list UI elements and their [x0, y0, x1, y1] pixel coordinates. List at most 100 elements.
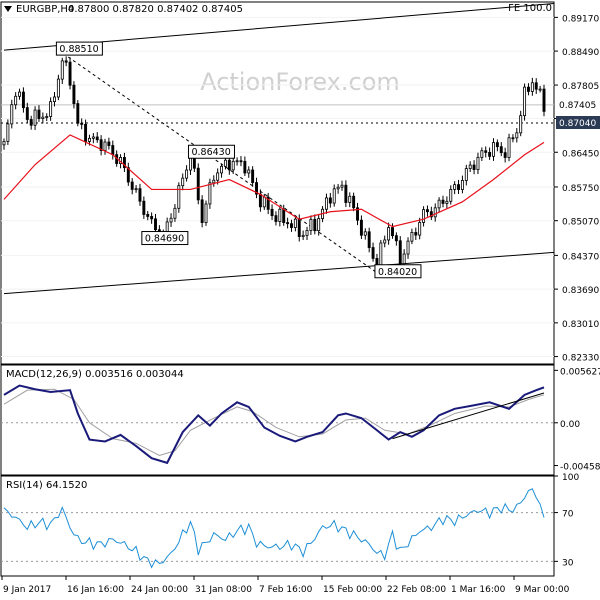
- candle-body: [367, 231, 371, 248]
- candle-body: [464, 168, 468, 181]
- candle-body: [80, 122, 84, 125]
- price-annotation: 0.84690: [141, 231, 189, 246]
- rsi-line: [3, 488, 545, 569]
- candle-body: [177, 185, 181, 209]
- price-tick-label: 0.87805: [562, 82, 599, 92]
- price-annotations: 0.88510 0.86430 0.84690 0.84020: [55, 41, 422, 279]
- candle-body: [239, 160, 243, 163]
- candle-body: [406, 240, 410, 255]
- candle-body: [49, 101, 53, 117]
- candle-body: [142, 200, 146, 215]
- rsi-panel: RSI(14) 64.1520 100 70 30: [0, 473, 579, 577]
- candle-body: [488, 152, 492, 157]
- candle-body: [220, 165, 224, 174]
- candle-body: [526, 86, 530, 92]
- candle-body: [154, 218, 157, 231]
- candle-body: [468, 164, 472, 169]
- macd-panel-frame: [0, 364, 555, 476]
- candle-body: [196, 167, 200, 201]
- candle-body: [266, 196, 270, 210]
- candle-body: [460, 180, 464, 190]
- level-tag-box: [556, 115, 600, 129]
- candle-body: [530, 82, 534, 92]
- candle-body: [445, 200, 449, 204]
- candle-body: [499, 146, 503, 154]
- candle-body: [328, 197, 332, 204]
- candle-body: [216, 172, 220, 181]
- symbol-label: EURGBP,H4: [16, 4, 74, 15]
- fe-label: FE 100.0: [508, 3, 552, 14]
- candle-body: [10, 104, 14, 125]
- price-panel: ActionForex.com EURGBP,H4 0.87800 0.8782…: [0, 1, 600, 365]
- candle-body: [441, 199, 445, 204]
- candle-body: [313, 218, 317, 232]
- candle-body: [402, 253, 406, 264]
- candle-body: [68, 61, 72, 86]
- price-panel-frame: [0, 1, 555, 365]
- candle-body: [359, 219, 363, 236]
- rsi-title: RSI(14) 64.1520: [6, 480, 87, 491]
- retracement-dashed-line: [58, 49, 378, 274]
- macd-axis: 0.005627 0.00 -0.004586: [554, 367, 600, 473]
- candle-body: [169, 217, 173, 223]
- candle-body: [173, 207, 177, 219]
- time-tick-label: 31 Jan 08:00: [195, 585, 252, 595]
- candle-body: [150, 216, 154, 220]
- candle-body: [297, 218, 301, 237]
- candle-body: [37, 109, 41, 120]
- candle-body: [453, 184, 457, 190]
- price-annotation-box: [55, 41, 103, 56]
- rsi-series: [1, 488, 554, 569]
- candle-body: [251, 169, 255, 183]
- candle-body: [60, 60, 64, 80]
- macd-tick-label: -0.004586: [560, 463, 600, 473]
- candle-body: [309, 218, 313, 231]
- candle-body: [134, 188, 138, 191]
- candle-body: [422, 209, 426, 223]
- candle-body: [437, 199, 441, 209]
- candle-body: [449, 188, 453, 202]
- time-tick-label: 9 Jan 2017: [3, 585, 51, 595]
- candle-body: [258, 193, 262, 208]
- candle-body: [495, 142, 499, 148]
- candle-body: [317, 218, 321, 232]
- candle-body: [387, 227, 391, 241]
- candle-body: [340, 184, 344, 188]
- candle-body: [122, 157, 126, 169]
- time-tick-label: 1 Mar 16:00: [451, 585, 506, 595]
- candle-body: [293, 218, 297, 228]
- candle-body: [332, 188, 336, 204]
- rsi-tick-label: 70: [562, 510, 574, 520]
- candle-body: [278, 208, 282, 222]
- candle-body: [433, 207, 437, 218]
- candle-body: [41, 116, 45, 120]
- candle-body: [25, 107, 29, 120]
- price-annotation-box: [187, 144, 235, 159]
- candle-body: [33, 109, 37, 126]
- macd-panel: MACD(12,26,9) 0.003516 0.003044 0.005627…: [0, 364, 600, 476]
- candle-body: [534, 82, 538, 90]
- current-price-tag-box: [556, 97, 600, 111]
- candle-body: [324, 197, 328, 210]
- macd-title: MACD(12,26,9) 0.003516 0.003044: [6, 369, 184, 380]
- candle-body: [138, 188, 142, 202]
- candle-body: [290, 223, 293, 228]
- rsi-axis: 100 70 30: [554, 473, 579, 568]
- candle-body: [286, 222, 290, 225]
- time-tick-label: 22 Feb 08:00: [387, 585, 446, 595]
- candle-body: [262, 196, 266, 208]
- time-tick-label: 24 Jan 00:00: [131, 585, 188, 595]
- candle-body: [95, 136, 99, 141]
- price-tick-label: 0.86450: [562, 149, 599, 159]
- candle-body: [29, 119, 33, 126]
- channel-lower-line: [3, 251, 555, 295]
- macd-tick-label: 0.005627: [560, 367, 600, 377]
- candle-body: [243, 160, 247, 174]
- candle-body: [394, 235, 398, 242]
- candle-body: [208, 182, 212, 205]
- candle-body: [227, 159, 231, 171]
- dropdown-triangle-icon[interactable]: [4, 6, 12, 12]
- candle-body: [45, 116, 49, 118]
- candle-body: [348, 195, 352, 203]
